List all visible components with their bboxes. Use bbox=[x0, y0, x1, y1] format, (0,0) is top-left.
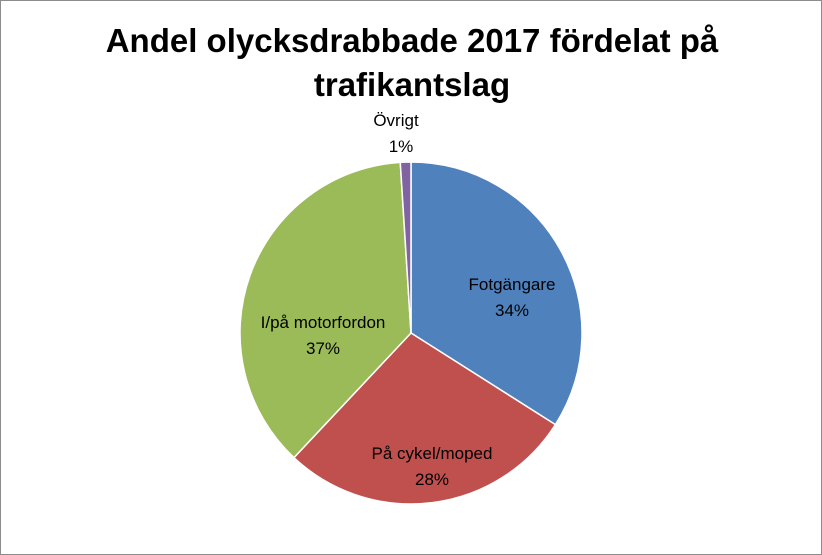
pie-slice-2 bbox=[239, 161, 412, 459]
slice-label-name-3: Övrigt bbox=[373, 111, 419, 130]
slice-label-name-2: I/på motorfordon bbox=[261, 313, 386, 332]
slice-label-name-0: Fotgängare bbox=[469, 275, 556, 294]
slice-label-value-0: 34% bbox=[495, 301, 529, 320]
chart-title: Andel olycksdrabbade 2017 fördelat på tr… bbox=[1, 19, 822, 107]
pie-slice-1 bbox=[292, 332, 557, 505]
slice-label-name-1: På cykel/moped bbox=[372, 444, 493, 463]
pie-labels: Fotgängare 34% På cykel/moped 28% I/på m… bbox=[261, 111, 556, 489]
slice-label-value-3: 1% bbox=[389, 137, 414, 156]
pie-slices bbox=[239, 161, 583, 505]
slice-label-value-2: 37% bbox=[306, 339, 340, 358]
slice-label-value-1: 28% bbox=[415, 470, 449, 489]
pie-slice-3 bbox=[399, 161, 412, 334]
chart-title-line-2: trafikantslag bbox=[313, 66, 511, 103]
chart-title-line-1: Andel olycksdrabbade 2017 fördelat på bbox=[105, 22, 719, 59]
pie-slice-0 bbox=[410, 161, 583, 426]
